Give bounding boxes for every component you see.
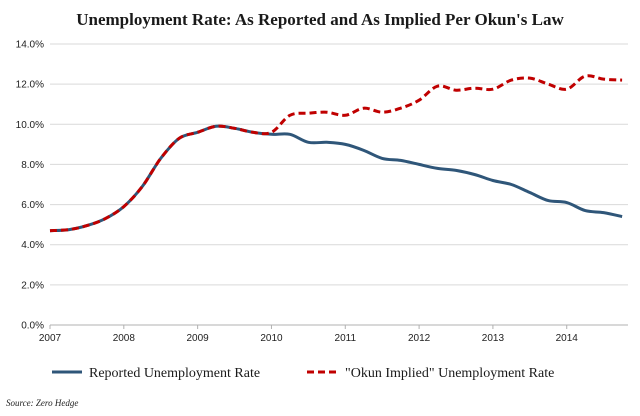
y-axis-ticks: 0.0% 2.0% 4.0% 6.0% 8.0% 10.0% 12.0% 14.0% <box>16 40 44 332</box>
x-tick-label: 2013 <box>482 333 505 344</box>
x-tick-label: 2014 <box>556 333 579 344</box>
x-tick-label: 2010 <box>260 333 283 344</box>
y-tick-label: 6.0% <box>21 200 44 211</box>
x-tick-label: 2009 <box>187 333 210 344</box>
grid-lines <box>50 43 628 286</box>
x-tick-label: 2011 <box>335 333 357 344</box>
y-tick-label: 8.0% <box>21 160 44 171</box>
y-tick-label: 14.0% <box>16 40 44 51</box>
series-line-okun <box>49 74 623 233</box>
legend-label-reported: Reported Unemployment Rate <box>89 366 260 381</box>
legend-label-okun: "Okun Implied" Unemployment Rate <box>345 366 554 381</box>
y-tick-label: 2.0% <box>21 280 44 291</box>
x-axis-ticks: 2007 2008 2009 2010 2011 2012 2013 2014 <box>39 325 578 344</box>
y-tick-label: 12.0% <box>16 80 44 91</box>
y-tick-label: 10.0% <box>16 120 44 131</box>
x-tick-label: 2007 <box>39 333 62 344</box>
y-tick-label: 0.0% <box>21 321 44 332</box>
y-tick-label: 4.0% <box>21 240 44 251</box>
legend: Reported Unemployment Rate "Okun Implied… <box>52 366 554 381</box>
chart-title: Unemployment Rate: As Reported and As Im… <box>76 10 564 29</box>
x-tick-label: 2008 <box>113 333 136 344</box>
series-group <box>49 74 623 233</box>
series-line-reported <box>49 124 623 233</box>
source-note: Source: Zero Hedge <box>6 398 78 408</box>
x-tick-label: 2012 <box>408 333 431 344</box>
